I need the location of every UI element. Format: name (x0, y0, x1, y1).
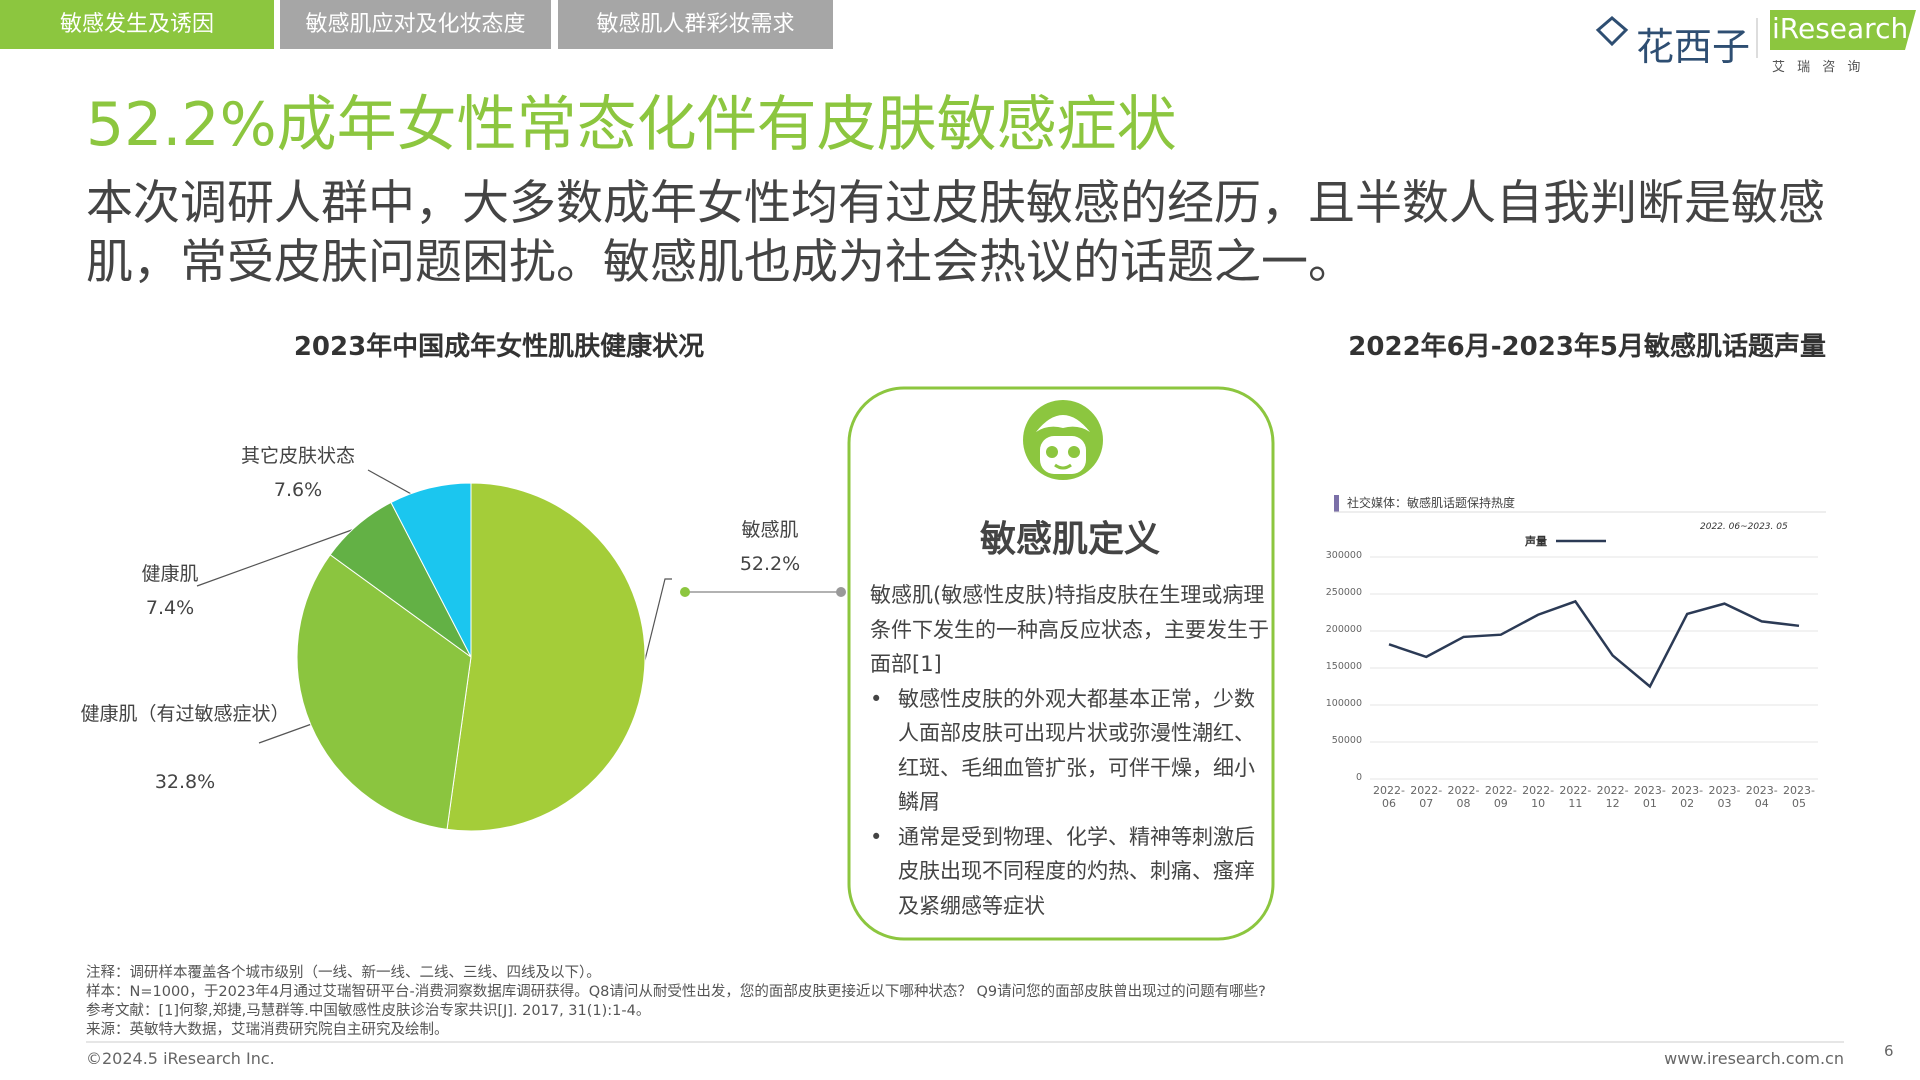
logo-banner (1770, 10, 1916, 50)
pie-value-label: 52.2% (739, 553, 801, 575)
chart-title: 2022年6月-2023年5月敏感肌话题声量 (1348, 332, 1826, 362)
pie-value-label: 7.4% (145, 597, 195, 619)
x-tick-label: 2022-12 (1596, 784, 1629, 810)
pie-slice (446, 482, 646, 832)
x-tick-label: 2022-07 (1410, 784, 1443, 810)
y-tick-label: 50000 (1331, 735, 1362, 746)
leader-line (196, 526, 361, 587)
definition-title: 敏感肌定义 (979, 519, 1160, 560)
x-tick-label: 2023-01 (1633, 784, 1666, 810)
definition-bullet: 敏感性皮肤的外观大都基本正常，少数人面部皮肤可出现片状或弥漫性潮红、红斑、毛细血… (870, 682, 1270, 820)
x-tick-label: 2023-04 (1745, 784, 1778, 810)
chart-annotation: 2022. 06~2023. 05 (1700, 522, 1788, 532)
x-tick-label: 2022-09 (1484, 784, 1517, 810)
chart-title: 2023年中国成年女性肌肤健康状况 (293, 332, 705, 362)
y-tick-label: 100000 (1325, 698, 1362, 709)
chart-subtitle: 社交媒体：敏感肌话题保持热度 (1347, 496, 1516, 510)
connector-dot (836, 587, 846, 597)
page-number: 6 (1884, 1042, 1894, 1060)
y-tick-label: 0 (1355, 772, 1362, 783)
tab[interactable]: 敏感肌人群彩妆需求 (558, 0, 833, 49)
face-eye (1046, 446, 1058, 458)
pie-value-label: 7.6% (273, 479, 323, 501)
y-tick-label: 150000 (1325, 661, 1362, 672)
logo-research-cn: 艾 瑞 咨 询 (1772, 60, 1865, 75)
pie-leaders (196, 469, 672, 744)
leader-line (258, 720, 321, 744)
logo-mark (1595, 16, 1758, 58)
definition-intro: 敏感肌(敏感性皮肤)特指皮肤在生理或病理条件下发生的一种高反应状态，主要发生于面… (870, 583, 1269, 676)
page-subtitle: 本次调研人群中，大多数成年女性均有过皮肤敏感的经历，且半数人自我判断是敏感肌，常… (86, 176, 1825, 290)
face-icon (1023, 400, 1103, 480)
connector-dot (680, 587, 690, 597)
tab[interactable]: 敏感肌应对及化妆态度 (280, 0, 551, 49)
pie-label: 敏感肌 (741, 519, 799, 541)
pie-label: 其它皮肤状态 (240, 445, 355, 467)
leader-line (642, 578, 672, 669)
logo-brand: 花西子 (1636, 25, 1751, 69)
note: 来源：英敏特大数据，艾瑞消费研究院自主研究及绘制。 (86, 1022, 449, 1038)
face-eye (1068, 446, 1080, 458)
legend-label: 声量 (1525, 535, 1547, 548)
note: 样本：N=1000，于2023年4月通过艾瑞智研平台-消费洞察数据库调研获得。Q… (86, 984, 1266, 1000)
definition-bullet: 通常是受到物理、化学、精神等刺激后皮肤出现不同程度的灼热、刺痛、瘙痒及紧绷感等症… (870, 820, 1270, 924)
definition-text: 敏感肌(敏感性皮肤)特指皮肤在生理或病理条件下发生的一种高反应状态，主要发生于面… (870, 578, 1270, 923)
logo-icon (1595, 16, 1629, 47)
x-tick-label: 2023-05 (1783, 784, 1815, 810)
x-tick-label: 2022-10 (1522, 784, 1555, 810)
definition-list: 敏感性皮肤的外观大都基本正常，少数人面部皮肤可出现片状或弥漫性潮红、红斑、毛细血… (870, 682, 1270, 924)
pie-slice (390, 482, 472, 658)
chart-marker (1334, 495, 1339, 512)
x-tick-label: 2022-06 (1373, 784, 1405, 810)
pie-label: 健康肌 (141, 563, 199, 585)
line-series (1388, 599, 1800, 689)
x-tick-label: 2022-08 (1447, 784, 1480, 810)
face-hair (1036, 415, 1090, 432)
pie-label: 健康肌（有过敏感症状） (80, 703, 290, 725)
tab[interactable]: 敏感发生及诱因 (0, 0, 274, 49)
note: 注释：调研样本覆盖各个城市级别（一线、新一线、二线、三线、四线及以下）。 (86, 965, 601, 981)
x-tick-label: 2022-11 (1559, 784, 1592, 810)
y-tick-label: 300000 (1325, 550, 1362, 561)
face-mouth (1054, 463, 1072, 470)
pie-value-label: 32.8% (154, 771, 216, 793)
page-title: 52.2%成年女性常态化伴有皮肤敏感症状 (86, 90, 1177, 160)
face (1040, 436, 1086, 474)
x-tick-label: 2023-02 (1671, 784, 1704, 810)
y-tick-label: 250000 (1325, 587, 1362, 598)
copyright: ©2024.5 iResearch Inc. (86, 1049, 275, 1068)
y-tick-label: 200000 (1325, 624, 1362, 635)
url: www.iresearch.com.cn (1664, 1049, 1844, 1068)
note: 参考文献：[1]何黎,郑捷,马慧群等.中国敏感性皮肤诊治专家共识[J]. 201… (86, 1003, 651, 1019)
logo-research: iResearch (1772, 12, 1909, 45)
pie-slice (296, 554, 472, 830)
x-tick-label: 2023-03 (1708, 784, 1741, 810)
